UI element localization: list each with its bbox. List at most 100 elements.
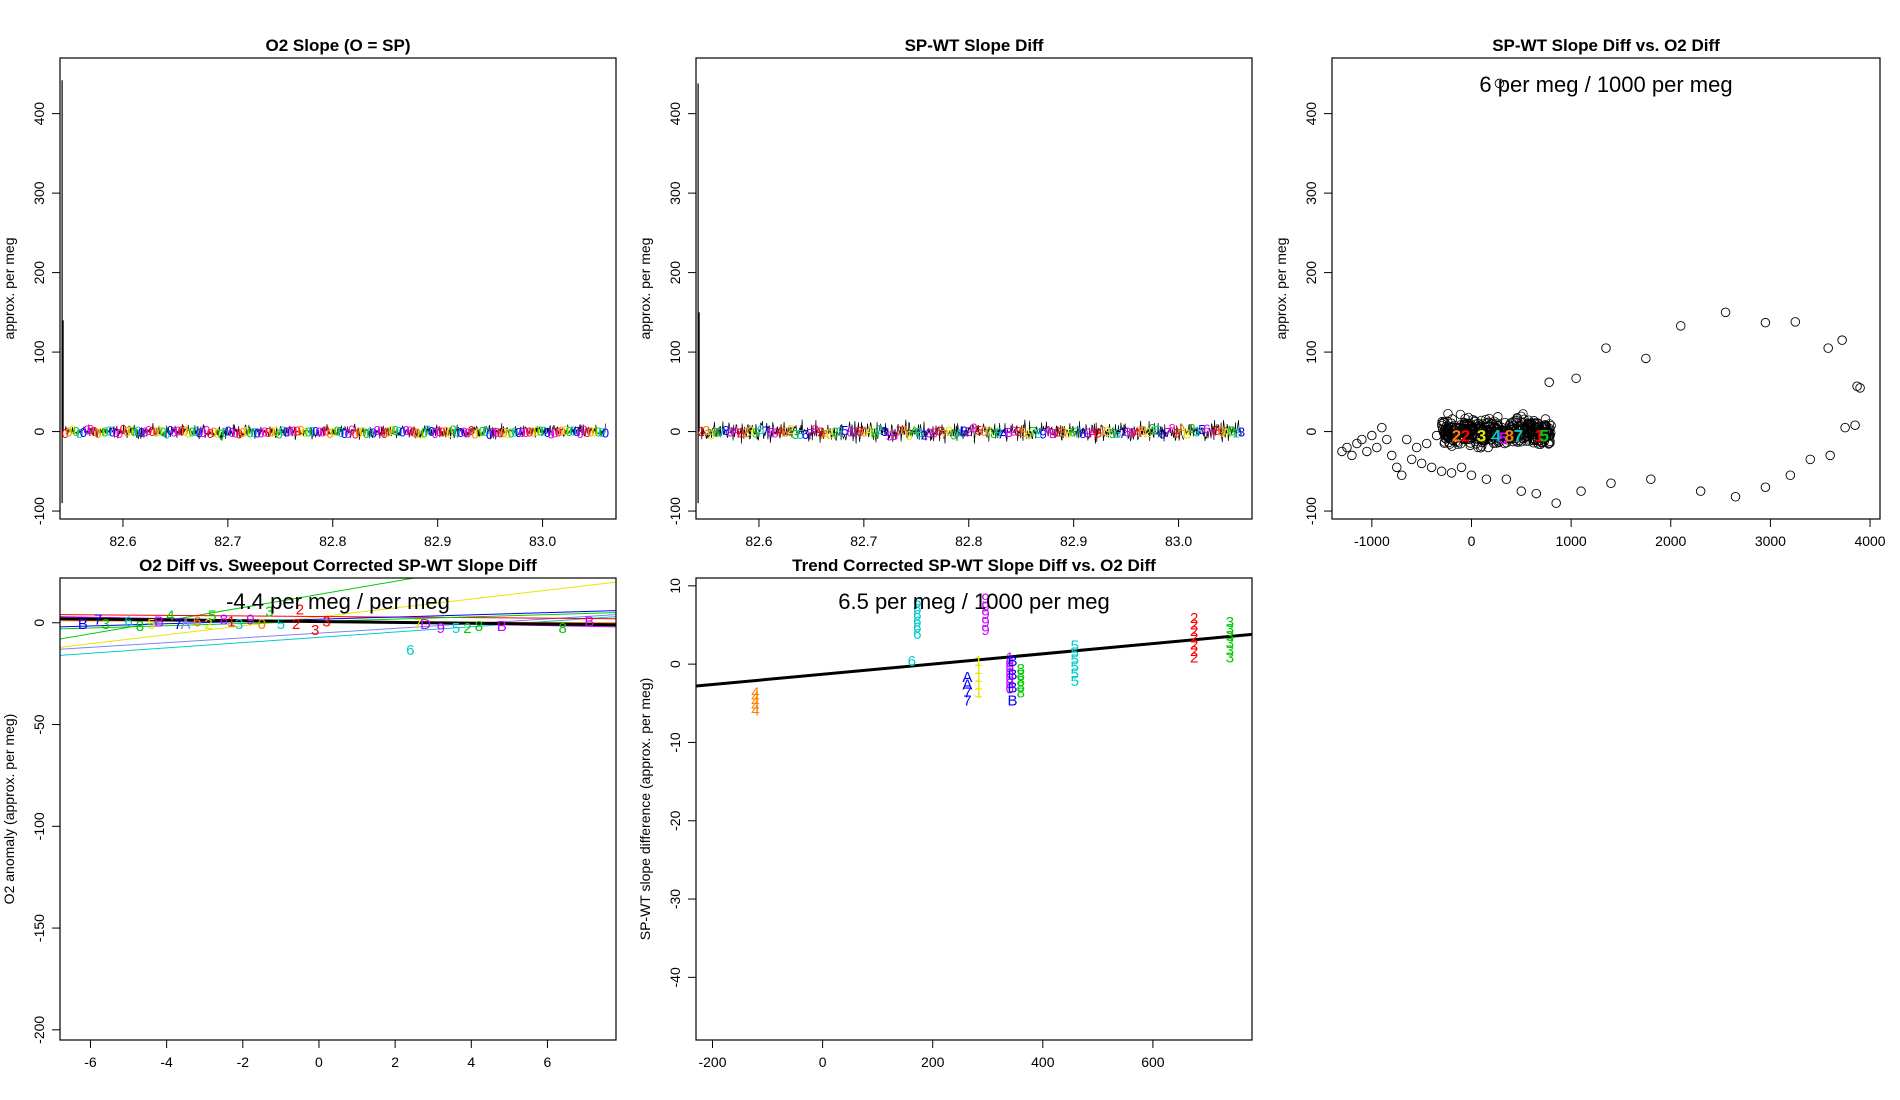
data-marker: 8 [1035,426,1042,441]
data-label: 5 [452,620,460,637]
data-label: D [420,616,431,633]
group-label: 4 [751,694,759,711]
data-marker: 0 [457,425,464,440]
scatter-point [1504,420,1515,430]
x-tick-label: 83.0 [1165,533,1192,549]
data-marker: 5 [1109,426,1116,441]
group-label: 4 [751,703,759,720]
group-label: 6 [913,594,921,611]
data-marker: 0 [435,424,442,439]
group-label: 2 [1190,649,1198,666]
data-marker: 0 [529,425,536,440]
data-marker: 0 [265,425,272,440]
data-marker: 6 [1203,422,1210,437]
scatter-point [1444,428,1455,438]
data-marker: 0 [102,424,109,439]
data-marker: 8 [901,423,908,438]
data-marker: 0 [174,424,181,439]
data-marker: 7 [940,427,947,442]
data-marker: 0 [392,423,399,438]
panel-p2: SP-WT Slope Diff 82.6 82.7 82.8 82.9 83.0 -100… [637,36,1253,549]
scatter-point [1362,446,1372,457]
data-marker: 9 [772,426,779,441]
data-marker: 5 [1154,423,1161,438]
scatter-point [1526,418,1537,428]
data-marker: 0 [272,424,279,439]
cluster-label: 2 [1452,427,1461,446]
data-marker: 0 [181,424,188,439]
scatter-point [1540,422,1551,432]
data-marker: 0 [268,425,275,440]
data-marker: 0 [141,424,148,439]
group-label: 5 [1071,666,1079,683]
data-marker: 7 [1074,425,1081,440]
data-marker: 0 [580,423,587,438]
data-marker: 6 [891,428,898,443]
scatter-point [1459,428,1470,439]
data-label: 4 [166,608,174,625]
data-marker: A [910,423,919,438]
data-marker: 0 [370,425,377,440]
group-label: 1 [974,669,982,686]
group-label: 1 [974,661,982,678]
y-axis-label: approx. per meg [1273,238,1289,340]
slope-annotation: 6.5 per meg / 1000 per meg [838,589,1110,614]
x-tick-label: 1000 [1556,533,1587,549]
scatter-point [1852,381,1862,392]
data-marker: 0 [80,425,87,440]
data-marker: 0 [214,426,221,441]
group-label: 0 [1006,675,1014,692]
y-tick-label: 0 [667,660,683,668]
y-tick-label: -100 [1303,497,1319,525]
group-label: 5 [1071,638,1079,655]
group-label: 6 [913,613,921,630]
scatter-point [1436,466,1447,477]
group-label: 5 [1071,673,1079,690]
noise-trace [64,422,606,441]
data-marker: 0 [145,423,152,438]
group-label: 9 [981,622,989,639]
data-marker: 0 [395,424,402,439]
x-tick-label: -6 [84,1054,97,1070]
data-marker: 0 [337,425,344,440]
group-label: 9 [981,598,989,615]
data-marker: 0 [308,424,315,439]
scatter-point [1444,437,1454,448]
data-marker: 3 [1193,424,1200,439]
data-marker: 6 [1114,426,1121,441]
y-tick-label: 200 [31,261,47,285]
y-tick-label: 400 [667,102,683,126]
data-marker: 0 [573,424,580,439]
data-label: 1 [227,614,235,631]
scatter-point [1478,435,1488,446]
x-tick-label: -1000 [1354,533,1390,549]
data-marker: 8 [767,425,774,440]
scatter-point [1825,450,1835,461]
plot-frame [695,57,1253,520]
scatter-point [1442,425,1453,436]
group-label: 8 [1017,679,1025,696]
data-marker: 0 [62,426,69,441]
data-marker: 0 [192,424,199,439]
scatter-point [1367,430,1377,441]
data-marker: 0 [406,424,413,439]
data-marker: 5 [752,425,759,440]
group-label: 0 [1006,660,1014,677]
data-marker: 9 [727,424,734,439]
data-marker: 0 [410,425,417,440]
group-label: 6 [913,601,921,618]
x-tick-label: 0 [315,1054,323,1070]
data-label: B [584,614,594,631]
scatter-point [1790,317,1801,327]
x-tick-label: -4 [160,1054,173,1070]
data-marker: 0 [254,426,261,441]
data-marker: 3 [1149,421,1156,436]
data-label: B [78,616,88,633]
panel-p5: Trend Corrected SP-WT Slope Diff vs. O2 … [637,556,1253,1070]
data-label: 2 [204,616,212,633]
x-tick-label: 3000 [1755,533,1786,549]
data-marker: A [821,427,830,442]
group-label: 9 [981,591,989,608]
